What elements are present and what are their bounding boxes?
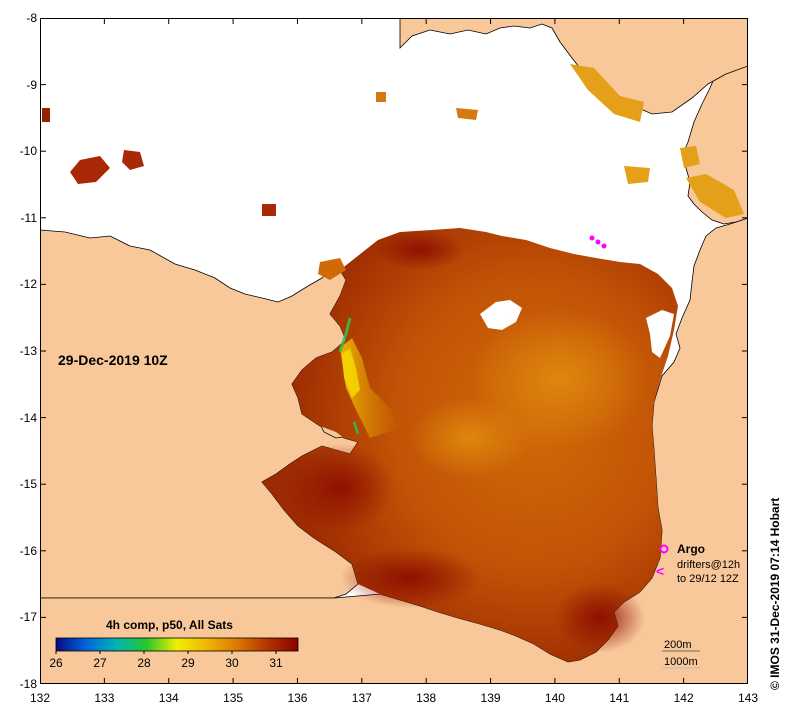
argo-legend-label: Argo bbox=[677, 542, 705, 556]
lat-tick-label: -16 bbox=[19, 543, 37, 558]
sst-fragment bbox=[262, 204, 276, 216]
colorbar-tick-label: 31 bbox=[269, 656, 283, 670]
sst-fragment bbox=[456, 108, 478, 120]
colorbar-title: 4h comp, p50, All Sats bbox=[106, 618, 233, 632]
lat-tick-label: -9 bbox=[26, 77, 37, 92]
cool-patch bbox=[555, 583, 645, 653]
colorbar-ticks: 26 27 28 29 30 31 bbox=[49, 651, 283, 670]
sst-plume-core bbox=[342, 348, 360, 398]
date-label: 29-Dec-2019 10Z bbox=[58, 352, 168, 368]
lat-tick-label: -13 bbox=[19, 344, 37, 358]
sst-fragment bbox=[318, 258, 346, 280]
argo-marker[interactable] bbox=[589, 235, 595, 241]
sst-fragment bbox=[624, 166, 650, 184]
argo-track bbox=[589, 235, 607, 249]
argo-legend-icon bbox=[659, 544, 669, 554]
cool-patch bbox=[340, 548, 480, 608]
colorbar: 4h comp, p50, All Sats 26 27 28 29 30 31 bbox=[49, 618, 299, 670]
sst-green-band bbox=[352, 421, 360, 435]
map-canvas: 29-Dec-2019 10Z 4h comp, p50, All Sats 2… bbox=[39, 17, 749, 685]
cool-patch bbox=[375, 230, 465, 270]
colorbar-tick-label: 30 bbox=[225, 656, 239, 670]
lat-tick-label: -17 bbox=[19, 610, 37, 625]
legend: Argo drifters@12h < to 29/12 12Z 200m 10… bbox=[656, 542, 740, 669]
drifter-legend-icon: < bbox=[656, 563, 664, 579]
lon-tick-label: 142 bbox=[673, 691, 694, 705]
lon-tick-label: 136 bbox=[287, 691, 308, 705]
colorbar-tick-label: 29 bbox=[181, 656, 195, 670]
lat-tick-label: -12 bbox=[19, 277, 37, 292]
colorbar-tick-label: 28 bbox=[137, 656, 151, 670]
sst-fragment bbox=[686, 174, 744, 218]
cool-patch bbox=[285, 443, 395, 533]
drifters-legend-sub: to 29/12 12Z bbox=[677, 573, 739, 585]
lon-tick-label: 143 bbox=[737, 691, 759, 705]
warm-patch bbox=[410, 398, 530, 478]
lat-tick-label: -8 bbox=[26, 11, 37, 25]
lon-tick-label: 139 bbox=[480, 691, 501, 705]
sst-fragment bbox=[70, 156, 110, 184]
lon-tick-label: 135 bbox=[223, 691, 244, 705]
colorbar-tick-label: 26 bbox=[49, 656, 63, 670]
lat-tick-label: -10 bbox=[19, 144, 37, 159]
sst-plume bbox=[340, 338, 400, 438]
lon-tick-label: 140 bbox=[544, 691, 565, 705]
lon-tick-label: 134 bbox=[158, 691, 179, 705]
argo-marker[interactable] bbox=[601, 243, 607, 249]
lon-tick-label: 138 bbox=[416, 691, 437, 705]
lat-tick-label: -18 bbox=[19, 677, 37, 691]
cloud-gap-east bbox=[646, 310, 674, 358]
sst-fragment bbox=[376, 92, 386, 102]
contour-200-label: 200m bbox=[664, 639, 692, 651]
sst-fragment bbox=[680, 146, 700, 168]
lon-tick-label: 133 bbox=[94, 691, 115, 705]
lon-tick-label: 141 bbox=[609, 691, 630, 705]
map-frame: 29-Dec-2019 10Z 4h comp, p50, All Sats 2… bbox=[39, 17, 749, 685]
lon-tick-label: 132 bbox=[29, 691, 51, 705]
sst-fragment bbox=[122, 150, 144, 170]
lat-tick-label: -15 bbox=[19, 477, 37, 492]
colorbar-tick-label: 27 bbox=[93, 656, 107, 670]
lon-tick-label: 137 bbox=[351, 691, 372, 705]
sst-fragment bbox=[570, 64, 644, 122]
sst-green-band bbox=[338, 317, 352, 353]
credit-label: © IMOS 31-Dec-2019 07:14 Hobart bbox=[768, 497, 782, 690]
contour-1000-label: 1000m bbox=[664, 656, 698, 668]
drifters-legend-label: drifters@12h bbox=[677, 559, 740, 571]
lat-tick-label: -14 bbox=[19, 410, 37, 425]
colorbar-gradient bbox=[55, 637, 299, 652]
argo-marker[interactable] bbox=[595, 239, 601, 245]
sst-fragment bbox=[42, 108, 50, 122]
lat-tick-label: -11 bbox=[20, 210, 37, 225]
